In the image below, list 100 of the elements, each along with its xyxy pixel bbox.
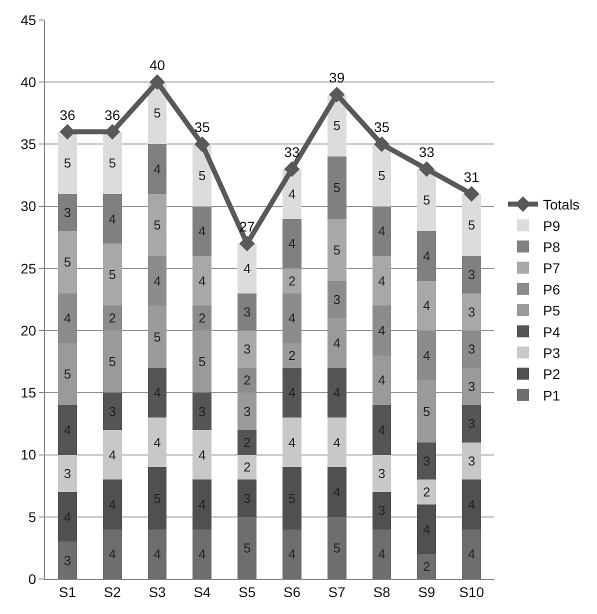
data-label: 35: [194, 119, 210, 136]
bar: [372, 405, 392, 455]
bar: [462, 405, 481, 442]
bar: [462, 194, 481, 256]
bar: [282, 218, 302, 268]
bar: [192, 256, 212, 306]
data-label: 3: [468, 304, 476, 320]
bar: [282, 418, 302, 468]
data-label: 5: [333, 540, 340, 556]
bar: [102, 194, 122, 244]
legend-label: Totals: [542, 196, 580, 213]
data-label: 4: [243, 260, 251, 276]
point: [239, 236, 255, 252]
bar: [327, 467, 346, 517]
bar: [372, 529, 392, 579]
y-tick-label: 35: [20, 136, 36, 152]
data-label: 5: [423, 404, 430, 419]
bar: [148, 144, 167, 194]
bar: [238, 480, 256, 517]
bar: [192, 306, 212, 331]
data-label: 36: [104, 106, 120, 123]
point: [104, 124, 120, 140]
data-label: 5: [198, 168, 206, 183]
bar: [102, 306, 122, 331]
data-label: 4: [288, 186, 296, 202]
bar: [192, 392, 212, 430]
y-tick-label: 40: [20, 74, 36, 90]
bar: [372, 306, 392, 356]
legend-label: P6: [542, 281, 560, 298]
y-tick-label: 45: [20, 12, 36, 28]
y-tick-label: 15: [20, 384, 36, 401]
bar: [148, 368, 167, 418]
data-label: 5: [198, 354, 206, 370]
data-label: 5: [378, 168, 386, 183]
data-label: 5: [154, 106, 161, 121]
legend-label: P8: [542, 238, 560, 255]
x-tick-label: S10: [459, 584, 484, 600]
data-label: 4: [288, 546, 296, 562]
data-label: 4: [198, 447, 206, 462]
bar: [102, 430, 122, 480]
bar: [102, 529, 122, 579]
data-label: 39: [329, 70, 345, 86]
y-tick-label: 30: [20, 198, 36, 214]
bar: [282, 342, 302, 368]
data-label: 5: [333, 118, 340, 134]
data-label: 2: [423, 484, 430, 500]
bar: [58, 293, 77, 343]
data-label: 4: [108, 211, 116, 226]
legend-label: P5: [542, 302, 560, 319]
data-label: 5: [468, 217, 476, 232]
data-label: 5: [64, 366, 72, 382]
data-label: 4: [108, 447, 116, 462]
data-label: 3: [243, 342, 251, 357]
bar: [417, 169, 436, 232]
data-label: 5: [108, 155, 116, 170]
point: [149, 74, 166, 90]
bar: [327, 516, 346, 579]
legend-label: P4: [542, 324, 560, 340]
data-label: 4: [64, 310, 72, 326]
data-label: 3: [243, 304, 251, 320]
data-label: 3: [333, 292, 340, 307]
data-label: 5: [154, 329, 161, 344]
data-label: 4: [288, 310, 296, 326]
legend-label: P7: [542, 260, 560, 276]
bar: [148, 418, 167, 468]
data-label: 3: [468, 267, 476, 282]
data-label: 5: [64, 155, 72, 170]
bar: [462, 330, 481, 368]
data-label: 33: [284, 144, 300, 160]
x-tick-label: S6: [283, 584, 301, 600]
x-tick-label: S3: [148, 584, 166, 600]
data-label: 2: [243, 460, 251, 475]
point: [464, 186, 480, 202]
data-label: 3: [468, 378, 476, 394]
bar: [58, 405, 77, 455]
bar: [462, 293, 481, 331]
data-label: 2: [198, 310, 206, 326]
data-label: 2: [108, 310, 116, 326]
data-label: 4: [154, 273, 161, 288]
bar: [102, 480, 122, 530]
data-label: 4: [333, 335, 340, 350]
bar: [327, 280, 346, 318]
data-label: 3: [64, 205, 72, 220]
data-label: 4: [154, 546, 161, 562]
bar: [462, 529, 481, 579]
bar: [282, 268, 302, 294]
data-label: 4: [154, 162, 161, 177]
data-label: 5: [64, 254, 72, 270]
data-label: 4: [154, 434, 161, 450]
bar: [238, 330, 256, 368]
data-label: 4: [423, 348, 430, 363]
data-label: 4: [378, 224, 386, 239]
legend-label: P1: [542, 387, 560, 404]
data-label: 4: [378, 546, 386, 562]
y-tick-label: 5: [28, 508, 36, 525]
data-label: 2: [288, 348, 296, 363]
bar: [148, 256, 167, 306]
bar: [327, 218, 346, 281]
bar: [417, 554, 436, 579]
bar: [148, 529, 167, 579]
